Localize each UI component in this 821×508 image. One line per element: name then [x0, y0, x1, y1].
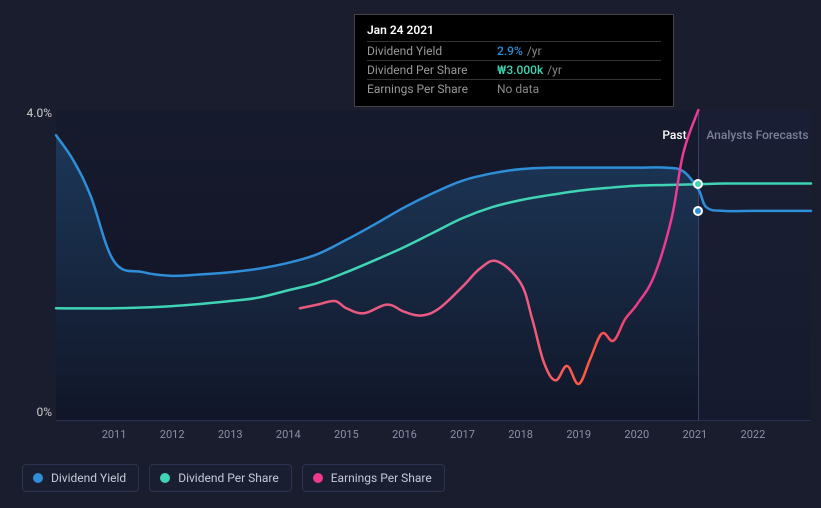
- x-tick-label: 2018: [508, 428, 533, 441]
- x-tick-label: 2017: [450, 428, 475, 441]
- tooltip-value: 2.9%: [497, 44, 523, 58]
- chart-svg: [56, 110, 811, 420]
- tooltip-key: Dividend Per Share: [367, 63, 497, 77]
- tooltip-value: ₩3.000k: [497, 63, 543, 77]
- tooltip-nodata: No data: [497, 82, 539, 96]
- x-tick-label: 2016: [392, 428, 417, 441]
- chart-plot-area[interactable]: Past Analysts Forecasts: [56, 110, 811, 420]
- legend-item[interactable]: Dividend Yield: [22, 464, 139, 492]
- y-tick-label: 0%: [22, 405, 52, 419]
- x-tick-label: 2020: [624, 428, 649, 441]
- legend-item[interactable]: Earnings Per Share: [302, 464, 445, 492]
- legend-dot-icon: [33, 473, 43, 483]
- legend-label: Dividend Yield: [51, 471, 126, 485]
- chart-tooltip: Jan 24 2021 Dividend Yield2.9%/yrDividen…: [354, 14, 674, 107]
- tooltip-key: Earnings Per Share: [367, 82, 497, 96]
- tooltip-row: Dividend Per Share₩3.000k/yr: [367, 60, 661, 79]
- x-tick-label: 2021: [682, 428, 707, 441]
- x-tick-label: 2014: [276, 428, 301, 441]
- legend-label: Dividend Per Share: [178, 471, 279, 485]
- x-tick-label: 2011: [102, 428, 127, 441]
- series-marker: [693, 179, 703, 189]
- legend-label: Earnings Per Share: [331, 471, 432, 485]
- legend-item[interactable]: Dividend Per Share: [149, 464, 292, 492]
- tooltip-key: Dividend Yield: [367, 44, 497, 58]
- tooltip-row: Dividend Yield2.9% /yr: [367, 41, 661, 60]
- legend-dot-icon: [160, 473, 170, 483]
- x-tick-label: 2015: [334, 428, 359, 441]
- series-marker: [693, 206, 703, 216]
- y-tick-label: 4.0%: [22, 106, 52, 120]
- legend-dot-icon: [313, 473, 323, 483]
- x-tick-label: 2013: [218, 428, 243, 441]
- tooltip-unit: /yr: [527, 44, 542, 58]
- tooltip-date: Jan 24 2021: [367, 23, 661, 37]
- chart-legend: Dividend Yield Dividend Per Share Earnings…: [22, 464, 445, 492]
- tooltip-row: Earnings Per ShareNo data: [367, 79, 661, 98]
- gridline: [56, 420, 811, 421]
- tooltip-unit: /yr: [547, 63, 562, 77]
- x-tick-label: 2022: [741, 428, 766, 441]
- x-tick-label: 2019: [566, 428, 591, 441]
- x-tick-label: 2012: [160, 428, 185, 441]
